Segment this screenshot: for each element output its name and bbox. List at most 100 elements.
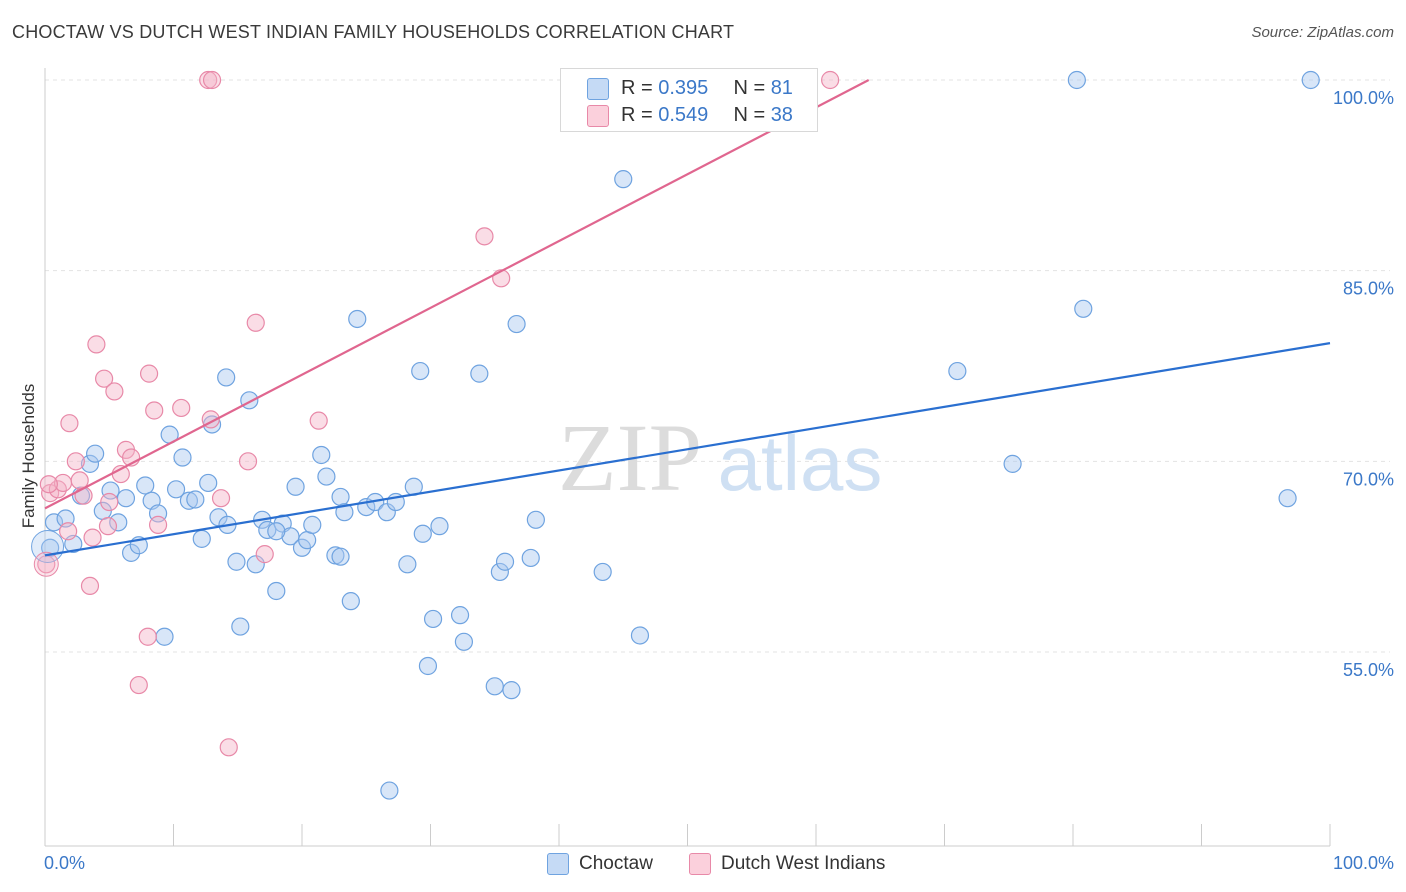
choctaw-point — [80, 454, 100, 473]
y-tick-label: 55.0% — [1343, 660, 1394, 680]
choctaw-point — [331, 547, 350, 566]
dutch-west-indians-point — [821, 70, 840, 90]
choctaw-point — [495, 552, 515, 571]
bottom-legend-swatch-dutch-west-indians — [689, 853, 711, 875]
dutch-west-indians-point — [60, 414, 79, 433]
choctaw-point — [1074, 299, 1093, 318]
choctaw-point — [430, 517, 449, 536]
choctaw-point — [298, 531, 317, 550]
r-label: R = — [621, 104, 653, 126]
dutch-west-indians-point — [87, 335, 106, 354]
choctaw-point — [155, 627, 174, 646]
dutch-west-indians-point — [148, 515, 168, 534]
choctaw-point — [217, 368, 236, 387]
stats-legend: R = 0.395 N = 81 R = 0.549 N = 38 — [560, 68, 818, 132]
choctaw-point — [331, 487, 350, 507]
dutch-west-indians-point — [139, 364, 159, 383]
n-value: 81 — [770, 77, 793, 99]
choctaw-point — [454, 632, 474, 651]
choctaw-point — [485, 677, 504, 696]
dutch-west-indians-point — [475, 227, 494, 246]
dutch-west-indians-point — [238, 452, 258, 471]
r-label: R = — [621, 77, 653, 99]
axes — [44, 68, 1331, 847]
dutch-west-indians-point — [95, 369, 114, 388]
watermark: ZIP atlas — [558, 404, 882, 511]
choctaw-point — [490, 562, 509, 582]
choctaw-point — [199, 473, 218, 493]
legend-swatch-choctaw — [587, 78, 609, 100]
choctaw-point — [1067, 70, 1086, 90]
x-tick-label: 0.0% — [44, 853, 85, 873]
dutch-west-indians-trend-line — [44, 79, 870, 510]
source-label: Source: ZipAtlas.com — [1251, 24, 1394, 41]
legend-swatch-dutch-west-indians — [587, 105, 609, 127]
dutch-west-indians-point — [74, 486, 93, 505]
choctaw-point — [630, 626, 650, 645]
choctaw-point — [317, 467, 336, 486]
choctaw-point — [192, 529, 211, 548]
choctaw-point — [470, 364, 489, 383]
dutch-west-indians-point — [80, 576, 100, 596]
choctaw-point — [303, 515, 322, 534]
dutch-west-indians-point — [138, 627, 157, 646]
choctaw-point — [341, 592, 360, 611]
dutch-west-indians-point — [199, 70, 218, 90]
choctaw-point — [173, 448, 192, 467]
choctaw-point — [109, 513, 128, 532]
dutch-west-indians-point — [66, 452, 85, 471]
dutch-west-indians-point — [39, 475, 58, 494]
dutch-west-indians-point — [105, 382, 124, 401]
bottom-legend-label-dutch-west-indians: Dutch West Indians — [721, 853, 886, 874]
choctaw-point — [377, 503, 396, 522]
choctaw-point — [1278, 489, 1297, 508]
choctaw-point — [335, 503, 354, 522]
dutch-west-indians-point — [100, 492, 119, 512]
n-label: N = — [733, 77, 766, 99]
choctaw-point — [348, 309, 367, 329]
choctaw-point — [231, 617, 250, 636]
chart-title: CHOCTAW VS DUTCH WEST INDIAN FAMILY HOUS… — [12, 22, 735, 42]
choctaw-point — [398, 555, 417, 574]
dutch-west-indians-point — [211, 489, 231, 508]
dutch-west-indians-point — [129, 675, 148, 695]
choctaw-point — [86, 444, 105, 463]
choctaw-point — [502, 681, 521, 700]
grid-lines — [45, 79, 1390, 653]
choctaw-point — [380, 781, 399, 800]
dutch-west-indians-point — [202, 70, 222, 90]
dutch-west-indians-point — [83, 528, 102, 547]
choctaw-point — [526, 510, 545, 529]
choctaw-point — [136, 476, 155, 495]
choctaw-point — [186, 490, 205, 509]
y-axis-label: Family Households — [19, 384, 38, 529]
choctaw-point — [179, 491, 199, 510]
legend-stats-choctaw: R = 0.395 N = 81 — [621, 77, 793, 100]
choctaw-point — [450, 606, 470, 625]
choctaw-point — [267, 522, 286, 541]
x-tick-label: 100.0% — [1333, 853, 1394, 873]
watermark-zip: ZIP — [558, 404, 702, 511]
dutch-west-indians-point — [145, 401, 164, 420]
choctaw-point — [418, 656, 438, 676]
choctaw-point — [411, 361, 430, 381]
y-tick-label: 85.0% — [1343, 279, 1394, 299]
dutch-west-indians-point — [246, 313, 265, 332]
r-value: 0.549 — [658, 104, 709, 126]
choctaw-point — [413, 524, 432, 543]
trend-lines — [44, 79, 1331, 557]
choctaw-point — [1003, 454, 1022, 473]
dutch-west-indians-point — [98, 517, 118, 536]
dutch-west-indians-point — [309, 411, 328, 430]
bottom-legend-swatch-choctaw — [547, 853, 569, 875]
y-tick-label: 70.0% — [1343, 469, 1394, 489]
choctaw-point — [116, 489, 136, 508]
choctaw-point — [246, 555, 265, 574]
dutch-west-indians-point — [219, 738, 238, 757]
choctaw-point — [521, 548, 540, 568]
legend-stats-dutch-west-indians: R = 0.549 N = 38 — [621, 104, 793, 127]
choctaw-point — [507, 314, 526, 334]
tick-labels: 55.0% 70.0% 85.0% 100.0% 0.0% 100.0% — [44, 88, 1394, 873]
choctaw-point — [1301, 70, 1320, 90]
choctaw-point — [312, 445, 331, 465]
